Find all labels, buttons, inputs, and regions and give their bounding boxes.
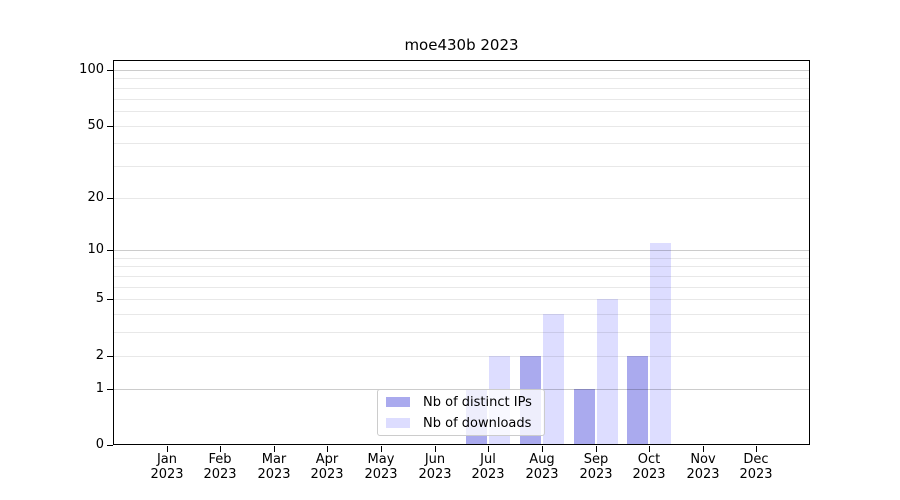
- x-tick: [220, 446, 221, 452]
- x-tick: [327, 446, 328, 452]
- y-tick-label: 10: [87, 242, 104, 257]
- x-tick-label: May 2023: [364, 452, 398, 482]
- y-tick: [107, 198, 113, 199]
- x-tick-label: Feb 2023: [203, 452, 237, 482]
- gridline-minor: [114, 276, 809, 277]
- y-tick: [107, 126, 113, 127]
- gridline-minor: [114, 314, 809, 315]
- y-tick-label: 20: [87, 190, 104, 205]
- gridline-minor: [114, 299, 809, 300]
- y-tick-label: 50: [87, 118, 104, 133]
- x-tick: [756, 446, 757, 452]
- gridline-minor: [114, 266, 809, 267]
- y-tick: [107, 356, 113, 357]
- bar-distinct-ips: [627, 356, 648, 445]
- x-tick: [381, 446, 382, 452]
- legend-label-distinct-ips: Nb of distinct IPs: [423, 394, 532, 410]
- x-tick: [435, 446, 436, 452]
- y-tick: [107, 299, 113, 300]
- bar-downloads: [543, 314, 564, 445]
- legend-label-downloads: Nb of downloads: [423, 415, 532, 431]
- y-tick: [107, 70, 113, 71]
- x-tick: [649, 446, 650, 452]
- y-tick-label: 1: [95, 381, 104, 396]
- gridline-minor: [114, 143, 809, 144]
- legend-item-downloads: Nb of downloads: [386, 415, 536, 432]
- gridline-minor: [114, 111, 809, 112]
- y-tick: [107, 250, 113, 251]
- x-tick-label: Dec 2023: [739, 452, 773, 482]
- gridline-minor: [114, 198, 809, 199]
- gridline-major: [114, 70, 809, 71]
- gridline-minor: [114, 78, 809, 79]
- y-tick-label: 5: [95, 291, 104, 306]
- x-tick-label: Aug 2023: [525, 452, 559, 482]
- chart-title: moe430b 2023: [404, 36, 519, 54]
- legend-swatch-distinct-ips: [386, 397, 410, 407]
- gridline-minor: [114, 332, 809, 333]
- legend-swatch-downloads: [386, 418, 410, 428]
- gridline-minor: [114, 99, 809, 100]
- x-tick-label: Oct 2023: [632, 452, 666, 482]
- y-tick-label: 0: [95, 437, 104, 452]
- bar-distinct-ips: [574, 389, 595, 445]
- y-tick-label: 100: [79, 62, 104, 77]
- x-tick: [167, 446, 168, 452]
- bar-downloads: [650, 243, 671, 445]
- x-tick-label: Jan 2023: [150, 452, 184, 482]
- legend-item-distinct-ips: Nb of distinct IPs: [386, 394, 536, 411]
- gridline-major: [114, 250, 809, 251]
- gridline-minor: [114, 258, 809, 259]
- x-tick-label: Apr 2023: [310, 452, 344, 482]
- y-tick-label: 2: [95, 348, 104, 363]
- x-tick-label: Sep 2023: [579, 452, 613, 482]
- gridline-minor: [114, 166, 809, 167]
- x-tick: [488, 446, 489, 452]
- x-tick: [542, 446, 543, 452]
- x-tick: [596, 446, 597, 452]
- x-tick-label: Jul 2023: [471, 452, 505, 482]
- x-tick-label: Mar 2023: [257, 452, 291, 482]
- y-tick: [107, 389, 113, 390]
- gridline-minor: [114, 356, 809, 357]
- gridline-minor: [114, 88, 809, 89]
- gridline-minor: [114, 126, 809, 127]
- legend: Nb of distinct IPs Nb of downloads: [377, 389, 545, 436]
- y-tick: [107, 445, 113, 446]
- bar-downloads: [597, 299, 618, 445]
- x-tick: [703, 446, 704, 452]
- x-tick-label: Jun 2023: [418, 452, 452, 482]
- x-tick: [274, 446, 275, 452]
- x-tick-label: Nov 2023: [686, 452, 720, 482]
- gridline-minor: [114, 287, 809, 288]
